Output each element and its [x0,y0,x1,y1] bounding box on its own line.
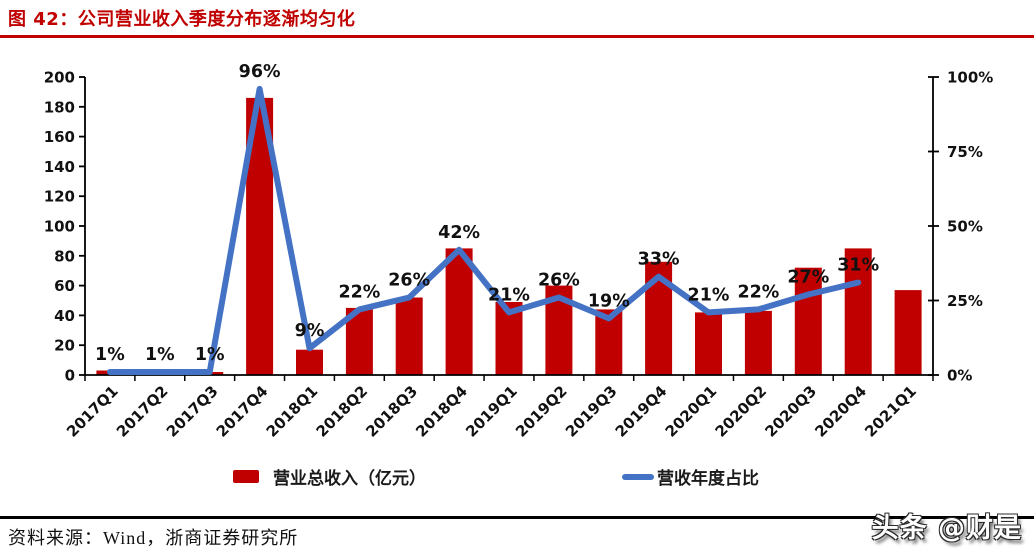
legend-label-ratio: 营收年度占比 [657,469,759,489]
data-label-2017Q2: 1% [145,345,175,365]
bar-2020Q2 [744,310,772,375]
data-label-2018Q4: 42% [438,223,480,243]
right-axis-tick-label: 75% [947,143,983,161]
left-axis-tick-label: 200 [44,69,75,87]
data-label-2018Q1: 9% [295,321,325,341]
x-axis-label-2019Q4: 2019Q4 [612,382,671,441]
data-label-2020Q1: 21% [688,285,730,305]
bar-series-swatch-icon [233,470,259,483]
x-axis-label-2020Q1: 2020Q1 [662,382,721,441]
x-axis-label-2020Q3: 2020Q3 [761,382,820,441]
data-label-2020Q4: 31% [837,256,879,276]
legend-item-revenue: 营业总收入（亿元） [233,464,426,489]
data-label-2017Q4: 96% [239,62,281,82]
x-axis-label-2018Q2: 2018Q2 [313,382,372,441]
left-axis-tick-label: 20 [54,337,75,355]
x-axis-label-2018Q4: 2018Q4 [412,382,471,441]
right-axis-tick-label: 0% [947,367,972,385]
bar-2020Q3 [794,267,822,375]
bar-2018Q1 [296,349,323,375]
data-label-2019Q1: 21% [488,285,530,305]
left-axis-tick-label: 160 [44,128,75,146]
data-label-2017Q1: 1% [95,345,125,365]
source-note: 资料来源：Wind，浙商证券研究所 [8,528,299,548]
x-axis-label-2021Q1: 2021Q1 [861,382,920,441]
x-axis-label-2020Q4: 2020Q4 [811,382,870,441]
data-label-2017Q3: 1% [195,345,225,365]
data-label-2020Q2: 22% [737,282,779,302]
x-axis-label-2019Q1: 2019Q1 [462,382,521,441]
bar-2021Q1 [894,290,922,375]
footer-rule [0,516,1034,519]
title-rule [0,35,1034,38]
x-axis-label-2017Q3: 2017Q3 [163,382,222,441]
x-axis-label-2018Q3: 2018Q3 [362,382,421,441]
x-axis-label-2019Q3: 2019Q3 [562,382,621,441]
data-label-2019Q3: 19% [588,291,630,311]
figure-title: 图 42：公司营业收入季度分布逐渐均匀化 [8,9,356,30]
x-axis-label-2017Q4: 2017Q4 [213,382,272,441]
x-axis-label-2018Q1: 2018Q1 [263,382,322,441]
data-label-2018Q2: 22% [338,282,380,302]
legend-label-revenue: 营业总收入（亿元） [273,469,426,489]
line-series-swatch-icon [622,473,654,480]
ratio-line [106,85,862,375]
left-axis-tick-label: 100 [44,218,75,236]
data-label-2020Q3: 27% [787,268,829,288]
legend-item-ratio: 营收年度占比 [622,464,759,489]
bar-2020Q1 [695,312,722,375]
left-axis-tick-label: 80 [54,247,75,265]
data-label-2019Q2: 26% [538,271,580,291]
watermark: 头条 @财是 [871,513,1022,544]
left-axis-tick-label: 60 [54,277,75,295]
bar-2020Q4 [844,248,872,375]
data-label-2019Q4: 33% [638,250,680,270]
left-axis-tick-label: 40 [54,307,75,325]
x-axis-label-2017Q1: 2017Q1 [63,382,122,441]
right-axis-tick-label: 25% [947,292,983,310]
left-axis-tick-label: 180 [44,98,75,116]
right-axis-tick-label: 50% [947,218,983,236]
right-axis-tick-label: 100% [947,69,993,87]
left-axis-tick-label: 120 [44,188,75,206]
x-axis-label-2017Q2: 2017Q2 [113,382,172,441]
bar-2018Q4 [445,248,473,375]
left-axis-tick-label: 140 [44,158,75,176]
data-label-2018Q3: 26% [388,271,430,291]
left-axis-tick-label: 0 [65,367,75,385]
x-axis-label-2020Q2: 2020Q2 [712,382,771,441]
x-axis-label-2019Q2: 2019Q2 [512,382,571,441]
bar-2018Q3 [395,297,423,375]
